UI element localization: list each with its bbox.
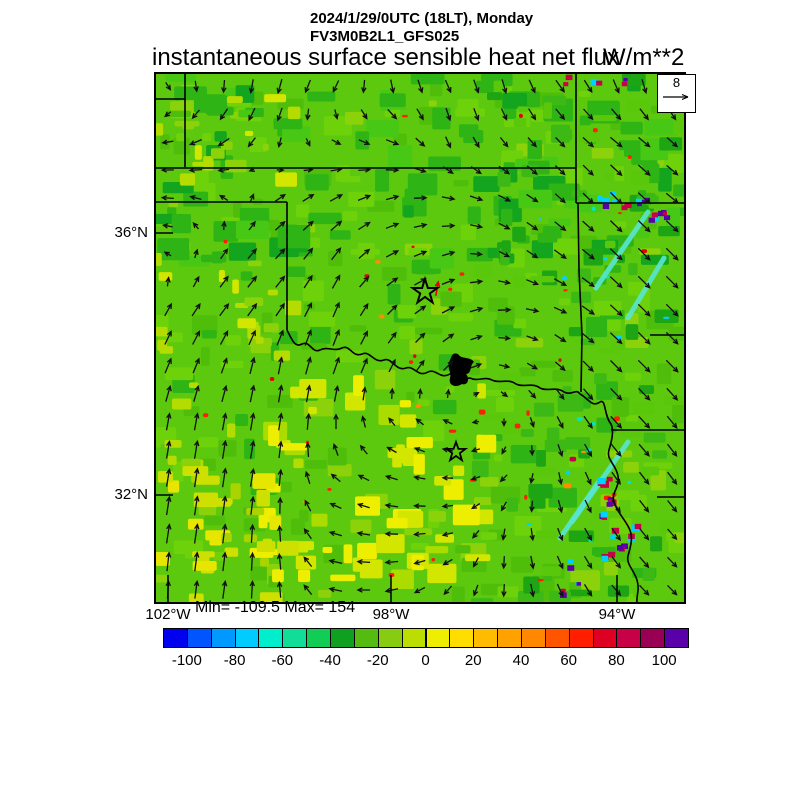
- colorbar-segment: [568, 628, 594, 648]
- colorbar-segment: [473, 628, 499, 648]
- colorbar-tick-label: -40: [319, 652, 341, 669]
- colorbar-segment: [210, 628, 236, 648]
- units-label: W/m**2: [603, 44, 685, 71]
- colorbar-tick-label: -100: [171, 652, 202, 669]
- colorbar-tick-label: 80: [608, 652, 625, 669]
- city-star-marker: [443, 439, 469, 463]
- colorbar-segment: [520, 628, 546, 648]
- reference-arrow-icon: [663, 93, 689, 101]
- axis-ticks: [155, 232, 618, 603]
- colorbar-segment: [616, 628, 642, 648]
- wind-arrows: [160, 79, 679, 599]
- map-frame: [154, 72, 686, 604]
- colorbar-tick-label: -80: [223, 652, 246, 669]
- colorbar-segment: [664, 628, 689, 648]
- model-title: FV3M0B2L1_GFS025: [310, 28, 460, 45]
- wind-reference-box: 8: [657, 74, 696, 113]
- colorbar-tick-label: 60: [560, 652, 578, 669]
- city-star-marker: [409, 275, 441, 306]
- colorbar-segment: [306, 628, 332, 648]
- minmax-stats: Min= -109.5 Max= 154: [195, 599, 356, 616]
- colorbar-tick-label: 20: [464, 652, 482, 669]
- colorbar-segment: [353, 628, 379, 648]
- datetime-title: 2024/1/29/0UTC (18LT), Monday: [310, 10, 534, 27]
- lake-shape: [448, 353, 474, 386]
- colorbar-segment: [258, 628, 284, 648]
- colorbar-tick-label: 0: [421, 652, 430, 669]
- colorbar-segment: [330, 628, 355, 648]
- colorbar-segment: [497, 628, 522, 648]
- wind-reference-value: 8: [672, 75, 681, 90]
- flux-field: [155, 73, 685, 603]
- lon-label: 98°W: [372, 606, 410, 623]
- colorbar-segment: [282, 628, 308, 648]
- colorbar-segment: [592, 628, 618, 648]
- colorbar-tick-label: -60: [271, 652, 294, 669]
- colorbar-segment: [234, 628, 260, 648]
- colorbar-segment: [186, 628, 212, 648]
- colorbar-segment: [377, 628, 403, 648]
- colorbar-segment: [640, 628, 666, 648]
- lon-label: 94°W: [598, 606, 636, 623]
- lat-label: 32°N: [114, 486, 148, 503]
- colorbar-segment: [401, 628, 427, 648]
- lat-label: 36°N: [114, 224, 148, 241]
- colorbar-segment: [163, 628, 188, 648]
- colorbar-segment: [544, 628, 570, 648]
- colorbar-segment: [425, 628, 451, 648]
- colorbar-tick-label: -20: [366, 652, 389, 669]
- colorbar-segment: [449, 628, 475, 648]
- lon-label: 102°W: [145, 606, 191, 623]
- colorbar: -100 -80 -60 -40 -20 0 20 40 60 80 100: [163, 628, 689, 669]
- main-title: instantaneous surface sensible heat net …: [152, 44, 619, 71]
- colorbar-tick-label: 40: [512, 652, 530, 669]
- colorbar-tick-label: 100: [651, 652, 677, 669]
